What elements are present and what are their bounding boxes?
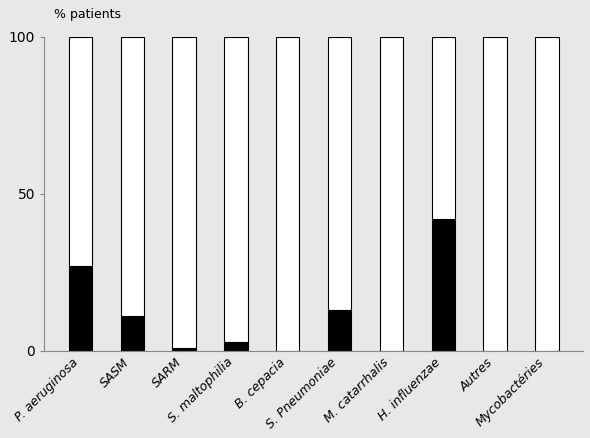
Bar (172, 348, 196, 351)
Bar (172, 37, 196, 348)
Bar (276, 37, 299, 351)
Bar (224, 342, 248, 351)
Bar (328, 37, 351, 310)
Bar (380, 37, 403, 351)
Bar (224, 37, 248, 342)
Bar (328, 310, 351, 351)
Text: % patients: % patients (54, 8, 122, 21)
Bar (68, 266, 92, 351)
Bar (68, 37, 92, 266)
Bar (431, 219, 455, 351)
Bar (120, 37, 144, 316)
Bar (431, 37, 455, 219)
Bar (483, 37, 507, 351)
Bar (120, 316, 144, 351)
Bar (535, 37, 559, 351)
